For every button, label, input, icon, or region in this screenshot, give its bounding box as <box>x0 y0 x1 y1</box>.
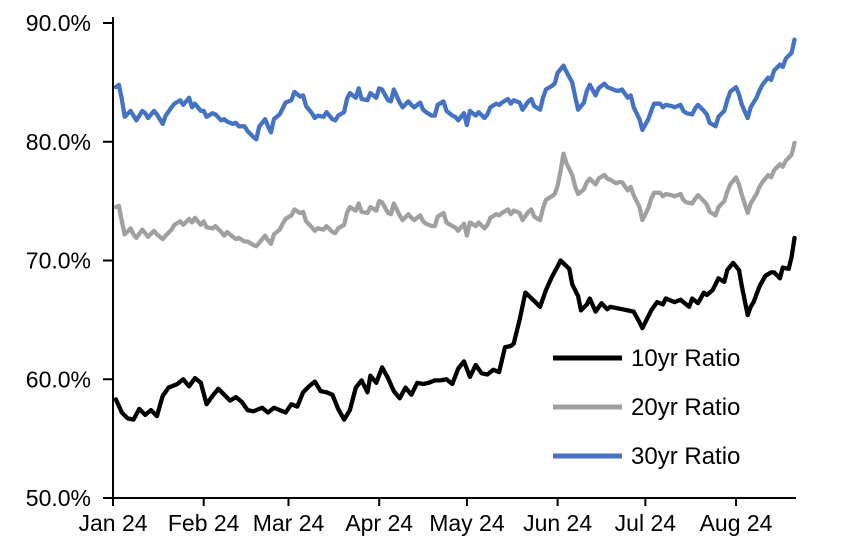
legend-label-30yr-ratio: 30yr Ratio <box>631 443 740 470</box>
y-tick-label: 50.0% <box>26 485 91 511</box>
y-tick-label: 70.0% <box>26 248 91 274</box>
legend-label-20yr-ratio: 20yr Ratio <box>631 394 740 421</box>
x-tick-label: May 24 <box>429 510 505 536</box>
x-tick-label: Jan 24 <box>78 510 147 536</box>
x-tick-label: Jun 24 <box>523 510 592 536</box>
legend-label-10yr-ratio: 10yr Ratio <box>631 345 740 372</box>
x-tick-label: Aug 24 <box>700 510 773 536</box>
x-tick-label: Apr 24 <box>345 510 413 536</box>
series-line-10yr-ratio <box>113 235 797 422</box>
x-tick-label: Jul 24 <box>615 510 677 536</box>
y-tick-label: 80.0% <box>26 129 91 155</box>
series-line-20yr-ratio <box>113 140 797 249</box>
y-tick-label: 60.0% <box>26 366 91 392</box>
series-line-30yr-ratio <box>113 37 797 142</box>
y-tick-label: 90.0% <box>26 10 91 36</box>
x-tick-label: Mar 24 <box>253 510 325 536</box>
x-tick-label: Feb 24 <box>168 510 240 536</box>
